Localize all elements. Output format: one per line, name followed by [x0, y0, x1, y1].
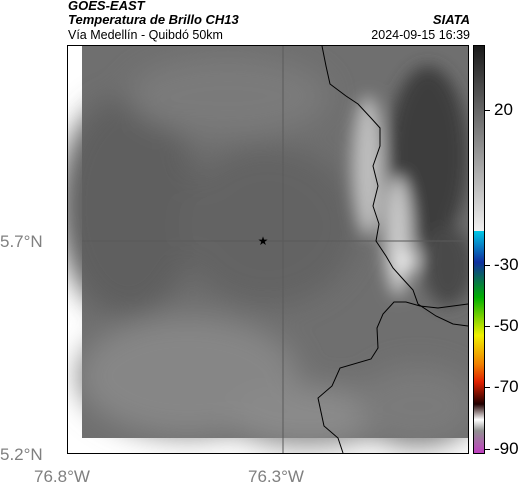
- product-title: Temperatura de Brillo CH13: [68, 12, 239, 27]
- colorbar-tick: [485, 449, 490, 450]
- border-line-lower: [317, 301, 468, 453]
- colorbar-label: -50: [494, 316, 519, 335]
- timestamp-label: 2024-09-15 16:39: [371, 28, 470, 42]
- colorbar-tick: [485, 265, 490, 266]
- longitude-label: 76.3°W: [248, 467, 304, 486]
- colorbar-tick: [485, 326, 490, 327]
- region-subtitle: Vía Medellín - Quibdó 50km: [68, 28, 223, 42]
- latitude-label: 5.7°N: [0, 232, 43, 251]
- star-icon: ★: [258, 234, 269, 248]
- colorbar-label: 20: [494, 100, 513, 119]
- satellite-imagery: ★: [68, 46, 468, 453]
- colorbar-label: -30: [494, 255, 519, 274]
- temperature-colorbar: [473, 45, 485, 454]
- colorbar-tick: [485, 387, 490, 388]
- agency-label: SIATA: [432, 12, 470, 27]
- latitude-label: 5.2°N: [0, 445, 43, 464]
- border-line-upper: [321, 46, 468, 327]
- satellite-map[interactable]: ★: [67, 45, 469, 454]
- satellite-title: GOES-EAST: [68, 0, 145, 13]
- colorbar-label: -90: [494, 439, 519, 458]
- colorbar-tick: [485, 110, 490, 111]
- longitude-label: 76.8°W: [34, 467, 90, 486]
- colorbar-label: -70: [494, 377, 519, 396]
